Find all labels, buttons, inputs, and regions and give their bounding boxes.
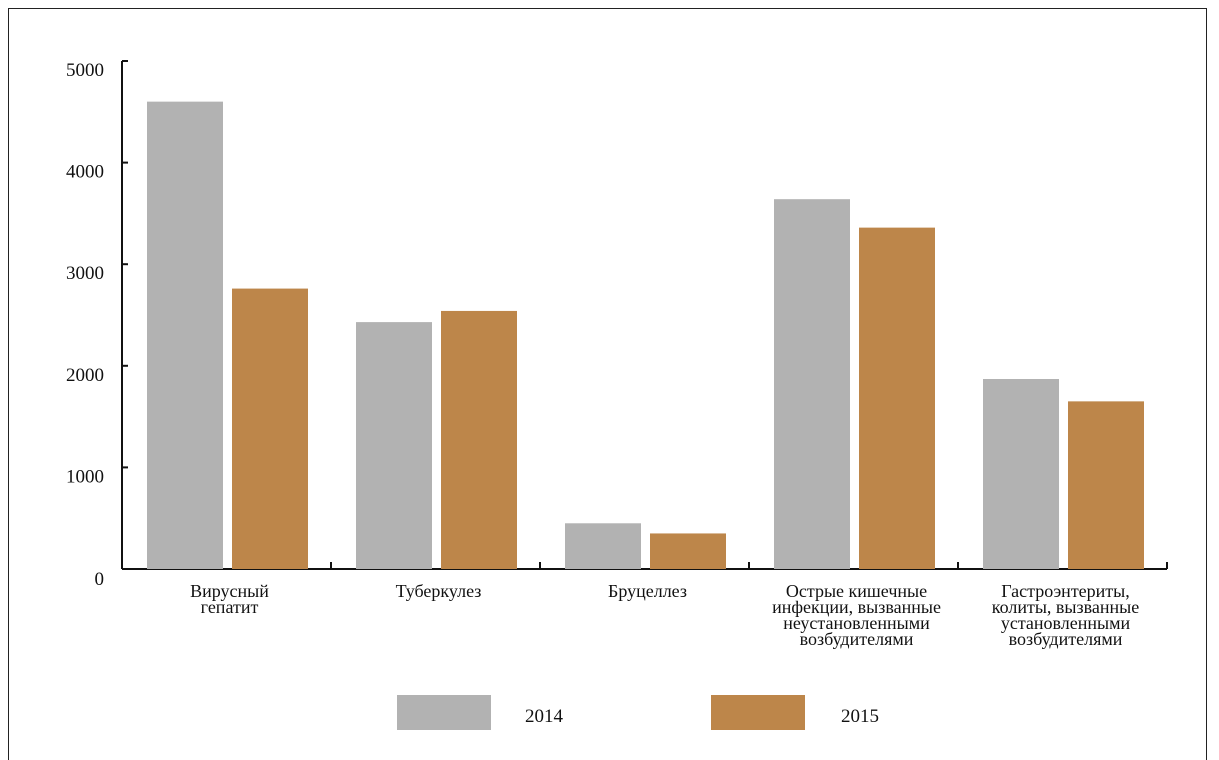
bar-2014-0 xyxy=(147,101,223,569)
bar-2014-3 xyxy=(774,199,850,569)
y-tick-label: 0 xyxy=(95,569,105,590)
y-tick-label: 3000 xyxy=(66,263,104,284)
legend-swatch-2015 xyxy=(711,695,805,730)
legend: 2014 2015 xyxy=(397,695,879,730)
y-tick-label: 4000 xyxy=(66,162,104,183)
bar-2015-1 xyxy=(441,310,517,569)
bar-2014-4 xyxy=(983,379,1059,569)
y-tick-label: 5000 xyxy=(66,60,104,81)
legend-swatch-2014 xyxy=(397,695,491,730)
category-labels: Вирусный гепатит Туберкулез Бруцеллез Острые… xyxy=(190,581,1139,649)
bar-2015-3 xyxy=(859,227,935,569)
y-axis: 0 1000 2000 3000 4000 5000 xyxy=(66,60,128,590)
bar-2014-1 xyxy=(356,322,432,569)
category-label: Туберкулез xyxy=(396,581,482,601)
y-tick-label: 2000 xyxy=(66,365,104,386)
category-label: Бруцеллез xyxy=(608,581,687,601)
bars xyxy=(147,101,1144,569)
bar-2015-0 xyxy=(232,288,308,569)
bar-2014-2 xyxy=(565,523,641,569)
bar-2015-2 xyxy=(650,533,726,569)
y-tick-label: 1000 xyxy=(66,466,104,487)
category-label: Острые кишечные инфекции, вызванные неуста… xyxy=(772,581,941,649)
legend-label-2015: 2015 xyxy=(841,706,879,727)
legend-label-2014: 2014 xyxy=(525,706,564,727)
category-label: Гастроэнтериты, колиты, вызванные установл… xyxy=(992,581,1139,649)
chart-frame xyxy=(8,8,1207,760)
bar-2015-4 xyxy=(1068,401,1144,569)
category-label: Вирусный гепатит xyxy=(190,581,269,617)
